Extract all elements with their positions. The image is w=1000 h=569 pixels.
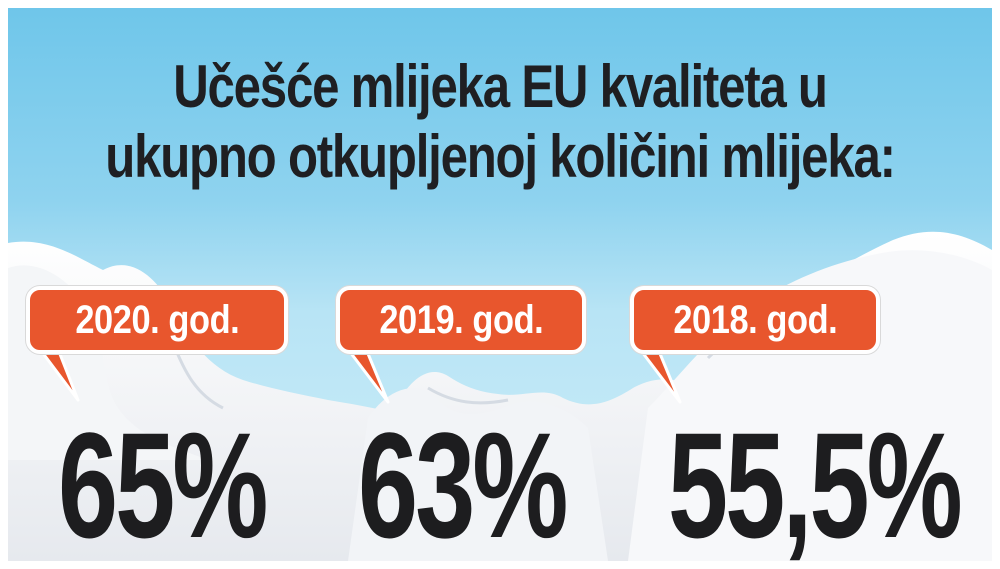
title-line-1: Učešće mlijeka EU kvaliteta u [173, 53, 828, 120]
year-label: 2019. god. [379, 298, 543, 342]
infographic-title: Učešće mlijeka EU kvaliteta u ukupno otk… [97, 52, 904, 192]
title-line-2: ukupno otkupljenoj količini mlijeka: [105, 123, 896, 190]
value-2019: 63% [358, 401, 568, 561]
infographic-card: Učešće mlijeka EU kvaliteta u ukupno otk… [8, 8, 992, 561]
year-label: 2018. god. [673, 298, 837, 342]
value-2018: 55,5% [668, 401, 963, 561]
year-tag-2018: 2018. god. [630, 286, 880, 354]
year-tag-2019: 2019. god. [336, 286, 586, 354]
value-2020: 65% [58, 401, 268, 561]
year-label: 2020. god. [75, 298, 239, 342]
year-tag-2020: 2020. god. [26, 286, 288, 354]
